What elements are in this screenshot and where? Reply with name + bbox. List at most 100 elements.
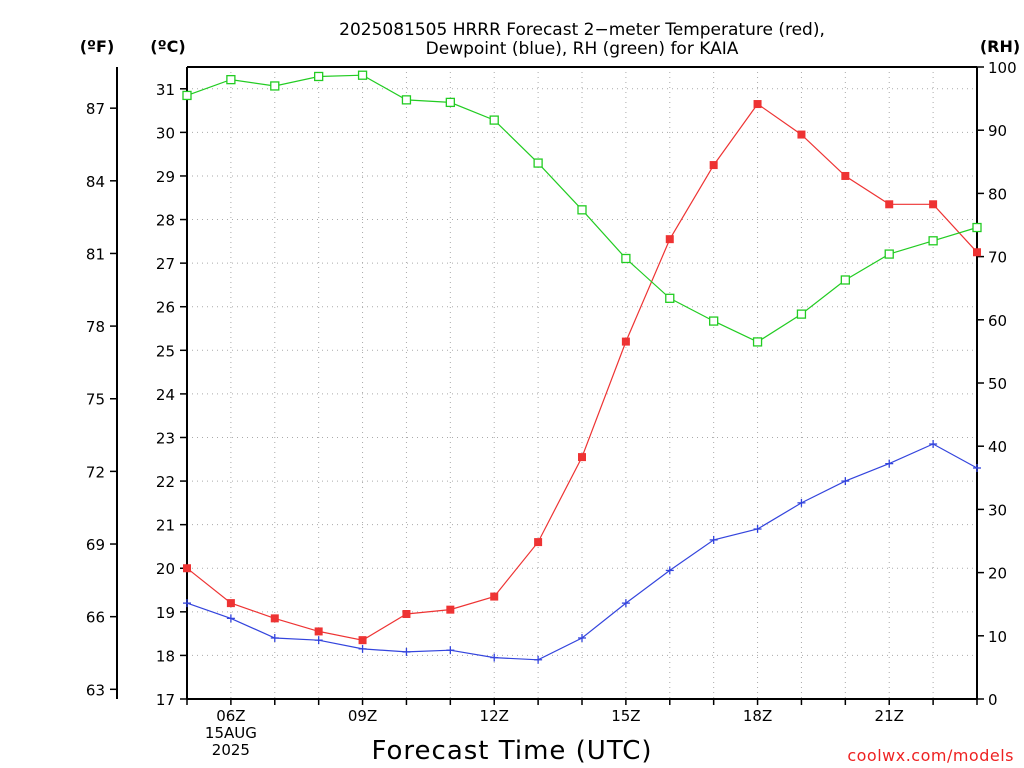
x-tick-label: 09Z xyxy=(348,707,377,725)
rh-tick-label: 60 xyxy=(988,312,1007,330)
temperature-point xyxy=(621,337,630,346)
temperature-point xyxy=(929,200,938,209)
x-axis-title: Forecast Time (UTC) xyxy=(371,736,652,766)
series-layer xyxy=(182,70,982,664)
temperature-point xyxy=(226,599,235,608)
dewpoint-point xyxy=(446,646,455,655)
rh-unit-label: (RH) xyxy=(980,37,1020,56)
rh-point xyxy=(489,115,499,125)
rh-point xyxy=(182,90,192,101)
temperature-point xyxy=(973,248,981,257)
rh-tick-label: 20 xyxy=(988,565,1007,583)
rh-tick-label: 40 xyxy=(988,438,1007,456)
temperature-point xyxy=(183,564,191,573)
chart-title-line-1: 2025081505 HRRR Forecast 2−meter Tempera… xyxy=(339,20,825,40)
temperature-point xyxy=(534,538,543,547)
dewpoint-point xyxy=(841,477,850,486)
rh-point xyxy=(709,316,719,326)
dewpoint-point xyxy=(534,655,543,664)
temperature-point xyxy=(446,605,455,614)
rh-point xyxy=(577,205,587,215)
x-tick-label: 12Z xyxy=(480,707,509,725)
celsius-tick-label: 17 xyxy=(156,691,175,709)
axes: 17 18 19 20 21 22 23 24 25 26 27 28 29 30 31 63 66 69 72 75… xyxy=(86,59,1017,759)
fahrenheit-tick-label: 72 xyxy=(86,463,105,481)
rh-tick-label: 80 xyxy=(988,185,1007,203)
rh-tick-label: 0 xyxy=(988,691,998,709)
celsius-tick-label: 31 xyxy=(156,81,175,99)
fahrenheit-tick-label: 75 xyxy=(86,391,105,409)
chart-title-line-2: Dewpoint (blue), RH (green) for KAIA xyxy=(426,39,739,59)
celsius-tick-label: 22 xyxy=(156,473,175,491)
dewpoint-point xyxy=(885,459,894,468)
fahrenheit-tick-label: 84 xyxy=(86,173,105,191)
rh-point xyxy=(840,275,850,285)
dewpoint-point xyxy=(270,633,279,642)
temperature-point xyxy=(709,161,718,170)
celsius-tick-label: 27 xyxy=(156,255,175,273)
celsius-tick-label: 20 xyxy=(156,560,175,578)
celsius-tick-label: 26 xyxy=(156,299,175,317)
rh-point xyxy=(533,158,543,168)
fahrenheit-tick-label: 81 xyxy=(86,245,105,263)
celsius-tick-label: 30 xyxy=(156,124,175,142)
series-rh xyxy=(182,70,982,347)
fahrenheit-tick-label: 69 xyxy=(86,536,105,554)
fahrenheit-tick-label: 78 xyxy=(86,318,105,336)
rh-point xyxy=(226,74,236,85)
celsius-unit-label: (ºC) xyxy=(150,37,185,56)
fahrenheit-tick-label: 87 xyxy=(86,100,105,118)
grid-lines xyxy=(187,67,977,699)
dewpoint-point xyxy=(578,633,586,642)
temperature-point xyxy=(358,636,367,645)
temperature-point xyxy=(885,200,894,209)
x-tick-label: 15Z xyxy=(611,707,640,725)
rh-point xyxy=(972,222,982,233)
dewpoint-point xyxy=(753,525,762,534)
rh-point xyxy=(928,236,938,246)
rh-point xyxy=(357,70,368,80)
rh-point xyxy=(752,337,763,347)
rh-tick-label: 10 xyxy=(988,628,1007,646)
dewpoint-point xyxy=(490,653,499,662)
celsius-tick-label: 24 xyxy=(156,386,175,404)
rh-point xyxy=(665,293,675,303)
rh-point xyxy=(270,81,280,91)
celsius-tick-label: 29 xyxy=(156,168,175,186)
fahrenheit-tick-label: 66 xyxy=(86,609,105,627)
dewpoint-point xyxy=(973,463,981,472)
x-tick-label: 21Z xyxy=(875,707,904,725)
dewpoint-point xyxy=(929,440,938,449)
dewpoint-point xyxy=(621,599,630,608)
temperature-point xyxy=(270,614,279,623)
rh-point xyxy=(796,309,807,319)
rh-tick-label: 30 xyxy=(988,501,1007,519)
dewpoint-point xyxy=(183,599,191,608)
x-tick-label: 06Z xyxy=(216,707,245,725)
temperature-point xyxy=(490,592,499,601)
dewpoint-point xyxy=(358,644,367,653)
fahrenheit-unit-label: (ºF) xyxy=(80,37,115,56)
rh-tick-label: 90 xyxy=(988,122,1007,140)
dewpoint-point xyxy=(314,636,323,645)
x-tick-label: 18Z xyxy=(743,707,772,725)
rh-point xyxy=(621,253,631,264)
celsius-tick-label: 28 xyxy=(156,212,175,230)
rh-point xyxy=(314,71,324,82)
dewpoint-point xyxy=(797,498,806,507)
credit-label: coolwx.com/models xyxy=(847,746,1014,765)
dewpoint-point xyxy=(665,566,674,575)
rh-tick-label: 100 xyxy=(988,59,1017,77)
series-dewpoint xyxy=(183,440,981,664)
rh-tick-label: 70 xyxy=(988,249,1007,267)
temperature-point xyxy=(841,171,850,180)
fahrenheit-tick-label: 63 xyxy=(86,681,105,699)
celsius-tick-label: 21 xyxy=(156,517,175,535)
celsius-tick-label: 23 xyxy=(156,429,175,447)
dewpoint-point xyxy=(402,647,411,656)
temperature-point xyxy=(578,453,586,462)
celsius-tick-label: 25 xyxy=(156,342,175,360)
plot-frame xyxy=(116,66,978,700)
